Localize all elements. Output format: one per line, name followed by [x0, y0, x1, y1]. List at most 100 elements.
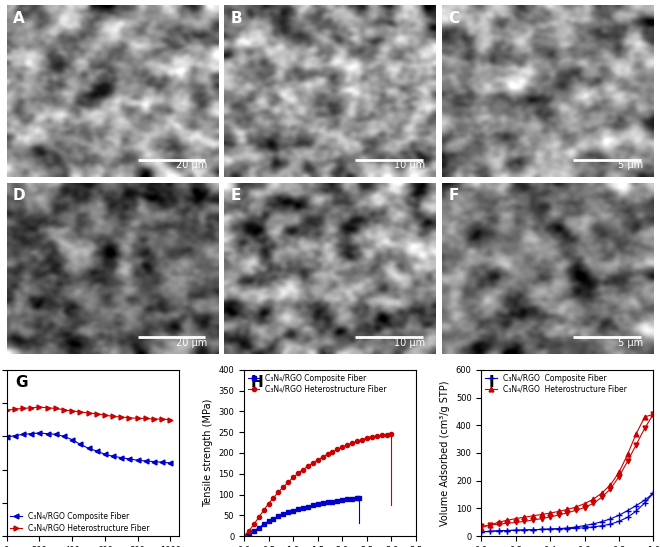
- C₃N₄/RGO Composite Fiber: [44, 430, 51, 437]
- C₃N₄/RGO Heterostructure Fiber: [383, 432, 391, 438]
- C₃N₄/RGO Heterostructure Fiber: [245, 528, 253, 534]
- C₃N₄/RGO  Composite Fiber: [598, 522, 606, 529]
- C₃N₄/RGO Composite Fiber: [19, 431, 27, 438]
- Text: B: B: [230, 10, 242, 26]
- C₃N₄/RGO Composite Fiber: [68, 437, 76, 443]
- C₃N₄/RGO Composite Fiber: [309, 502, 317, 509]
- C₃N₄/RGO Heterostructure Fiber: [378, 432, 385, 438]
- C₃N₄/RGO Heterostructure Fiber: [250, 521, 258, 528]
- C₃N₄/RGO  Heterostructure Fiber: [529, 513, 537, 519]
- C₃N₄/RGO  Heterostructure Fiber: [581, 501, 589, 507]
- C₃N₄/RGO Heterostructure Fiber: [373, 433, 381, 439]
- C₃N₄/RGO Heterostructure Fiber: [304, 463, 312, 469]
- Line: C₃N₄/RGO Heterostructure Fiber: C₃N₄/RGO Heterostructure Fiber: [242, 432, 393, 538]
- C₃N₄/RGO Heterostructure Fiber: [323, 451, 331, 457]
- C₃N₄/RGO Heterostructure Fiber: [36, 404, 44, 410]
- C₃N₄/RGO Heterostructure Fiber: [368, 433, 376, 440]
- Text: D: D: [13, 188, 26, 203]
- C₃N₄/RGO  Composite Fiber: [512, 527, 519, 533]
- C₃N₄/RGO  Composite Fiber: [581, 525, 589, 531]
- Text: E: E: [230, 188, 241, 203]
- C₃N₄/RGO  Heterostructure Fiber: [615, 469, 623, 476]
- C₃N₄/RGO Heterostructure Fiber: [142, 415, 150, 422]
- C₃N₄/RGO  Composite Fiber: [521, 527, 529, 533]
- C₃N₄/RGO Heterostructure Fiber: [329, 449, 337, 455]
- C₃N₄/RGO Composite Fiber: [93, 447, 101, 454]
- C₃N₄/RGO Composite Fiber: [125, 456, 133, 462]
- C₃N₄/RGO Heterostructure Fiber: [275, 488, 282, 495]
- C₃N₄/RGO Heterostructure Fiber: [158, 416, 166, 422]
- C₃N₄/RGO Heterostructure Fiber: [150, 416, 158, 422]
- C₃N₄/RGO Composite Fiber: [269, 515, 277, 522]
- C₃N₄/RGO Composite Fiber: [250, 528, 258, 534]
- C₃N₄/RGO  Heterostructure Fiber: [572, 504, 580, 510]
- C₃N₄/RGO Composite Fiber: [356, 494, 364, 501]
- C₃N₄/RGO  Composite Fiber: [589, 523, 597, 530]
- Legend: C₃N₄/RGO  Composite Fiber, C₃N₄/RGO  Heterostructure Fiber: C₃N₄/RGO Composite Fiber, C₃N₄/RGO Heter…: [485, 374, 626, 394]
- C₃N₄/RGO  Heterostructure Fiber: [564, 506, 572, 513]
- Text: 20 μm: 20 μm: [176, 337, 207, 347]
- Line: C₃N₄/RGO Composite Fiber: C₃N₄/RGO Composite Fiber: [242, 496, 362, 538]
- C₃N₄/RGO Composite Fiber: [259, 521, 267, 528]
- C₃N₄/RGO Composite Fiber: [3, 434, 11, 440]
- C₃N₄/RGO Composite Fiber: [60, 433, 68, 440]
- C₃N₄/RGO Heterostructure Fiber: [333, 446, 341, 452]
- C₃N₄/RGO  Heterostructure Fiber: [641, 414, 649, 420]
- C₃N₄/RGO  Heterostructure Fiber: [555, 508, 563, 515]
- C₃N₄/RGO  Heterostructure Fiber: [512, 515, 519, 522]
- C₃N₄/RGO  Composite Fiber: [494, 527, 502, 534]
- C₃N₄/RGO Heterostructure Fiber: [84, 410, 92, 416]
- C₃N₄/RGO Heterostructure Fiber: [11, 406, 18, 412]
- C₃N₄/RGO Composite Fiber: [304, 503, 312, 510]
- C₃N₄/RGO  Heterostructure Fiber: [486, 522, 494, 528]
- C₃N₄/RGO Composite Fiber: [299, 504, 307, 511]
- C₃N₄/RGO Heterostructure Fiber: [68, 408, 76, 415]
- C₃N₄/RGO Composite Fiber: [275, 513, 282, 520]
- C₃N₄/RGO  Heterostructure Fiber: [494, 519, 502, 526]
- Text: A: A: [13, 10, 24, 26]
- C₃N₄/RGO Composite Fiber: [294, 506, 302, 513]
- C₃N₄/RGO Heterostructure Fiber: [299, 466, 307, 473]
- C₃N₄/RGO Heterostructure Fiber: [289, 474, 297, 481]
- C₃N₄/RGO Heterostructure Fiber: [117, 414, 125, 420]
- C₃N₄/RGO Composite Fiber: [245, 531, 253, 537]
- C₃N₄/RGO Composite Fiber: [339, 497, 346, 503]
- C₃N₄/RGO Heterostructure Fiber: [240, 533, 248, 539]
- Y-axis label: Volume Adsorbed (cm³/g STP): Volume Adsorbed (cm³/g STP): [440, 380, 450, 526]
- Legend: C₃N₄/RGO Composite Fiber, C₃N₄/RGO Heterostructure Fiber: C₃N₄/RGO Composite Fiber, C₃N₄/RGO Heter…: [248, 374, 387, 394]
- C₃N₄/RGO Heterostructure Fiber: [166, 416, 174, 423]
- C₃N₄/RGO Heterostructure Fiber: [259, 507, 267, 514]
- C₃N₄/RGO  Heterostructure Fiber: [607, 481, 614, 488]
- C₃N₄/RGO Composite Fiber: [134, 457, 142, 463]
- C₃N₄/RGO Composite Fiber: [240, 533, 248, 539]
- Text: 5 μm: 5 μm: [618, 160, 643, 171]
- C₃N₄/RGO Composite Fiber: [279, 511, 287, 517]
- C₃N₄/RGO  Heterostructure Fiber: [649, 411, 657, 417]
- C₃N₄/RGO Heterostructure Fiber: [27, 404, 35, 411]
- C₃N₄/RGO Composite Fiber: [84, 445, 92, 452]
- Text: F: F: [448, 188, 459, 203]
- C₃N₄/RGO Composite Fiber: [109, 453, 117, 459]
- C₃N₄/RGO Heterostructure Fiber: [387, 431, 395, 438]
- C₃N₄/RGO Heterostructure Fiber: [284, 479, 292, 485]
- C₃N₄/RGO Composite Fiber: [117, 455, 125, 461]
- Text: 10 μm: 10 μm: [394, 160, 425, 171]
- C₃N₄/RGO Heterostructure Fiber: [3, 407, 11, 414]
- C₃N₄/RGO Heterostructure Fiber: [319, 454, 327, 461]
- C₃N₄/RGO  Composite Fiber: [615, 518, 623, 525]
- C₃N₄/RGO Heterostructure Fiber: [358, 437, 366, 443]
- C₃N₄/RGO  Composite Fiber: [503, 527, 511, 534]
- C₃N₄/RGO Heterostructure Fiber: [265, 501, 273, 507]
- Line: C₃N₄/RGO  Composite Fiber: C₃N₄/RGO Composite Fiber: [478, 490, 656, 534]
- C₃N₄/RGO Heterostructure Fiber: [101, 412, 109, 418]
- Y-axis label: Tensile strength (MPa): Tensile strength (MPa): [203, 399, 213, 507]
- C₃N₄/RGO Composite Fiber: [158, 459, 166, 465]
- C₃N₄/RGO Composite Fiber: [101, 451, 109, 458]
- Text: 10 μm: 10 μm: [394, 337, 425, 347]
- C₃N₄/RGO Composite Fiber: [11, 433, 18, 439]
- C₃N₄/RGO Composite Fiber: [166, 459, 174, 466]
- C₃N₄/RGO Heterostructure Fiber: [109, 413, 117, 420]
- C₃N₄/RGO Composite Fiber: [289, 508, 297, 514]
- C₃N₄/RGO  Composite Fiber: [555, 526, 563, 532]
- C₃N₄/RGO Composite Fiber: [77, 441, 84, 447]
